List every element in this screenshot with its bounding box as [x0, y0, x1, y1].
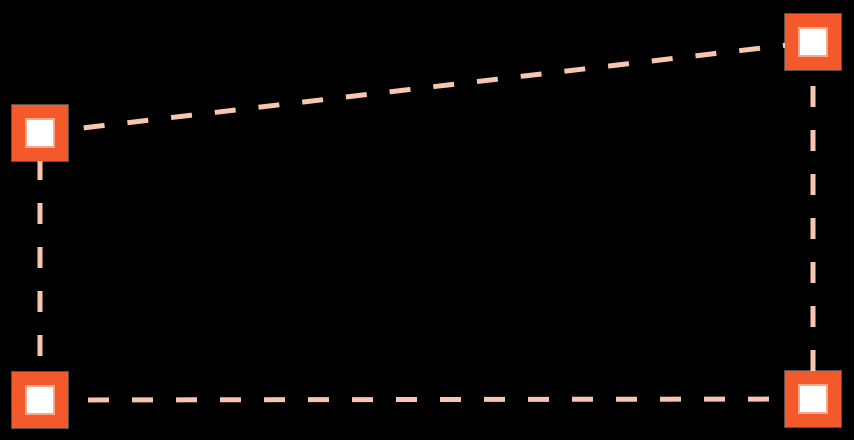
corner-handle-bottom-right[interactable]	[785, 371, 841, 427]
handle-inner-square	[27, 387, 53, 413]
corner-handle-top-left[interactable]	[12, 105, 68, 161]
handle-inner-square	[27, 120, 53, 146]
corner-handle-top-right[interactable]	[785, 14, 841, 70]
selection-edge-top	[39, 39, 814, 136]
handle-inner-square	[800, 29, 826, 55]
handle-inner-square	[800, 386, 826, 412]
selection-edge-bottom	[39, 396, 814, 403]
corner-handle-bottom-left[interactable]	[12, 372, 68, 428]
